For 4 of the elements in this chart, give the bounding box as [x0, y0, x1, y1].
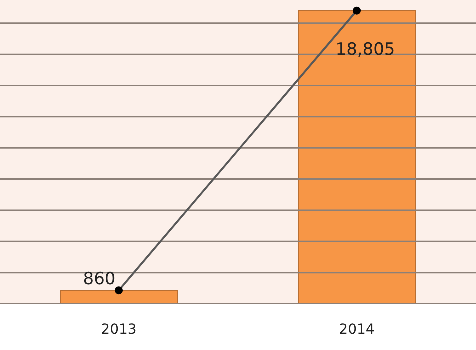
- x-tick-label: 2013: [101, 322, 137, 338]
- data-label: 18,805: [336, 40, 396, 60]
- x-tick-label: 2014: [339, 322, 375, 338]
- data-label: 860: [83, 270, 116, 290]
